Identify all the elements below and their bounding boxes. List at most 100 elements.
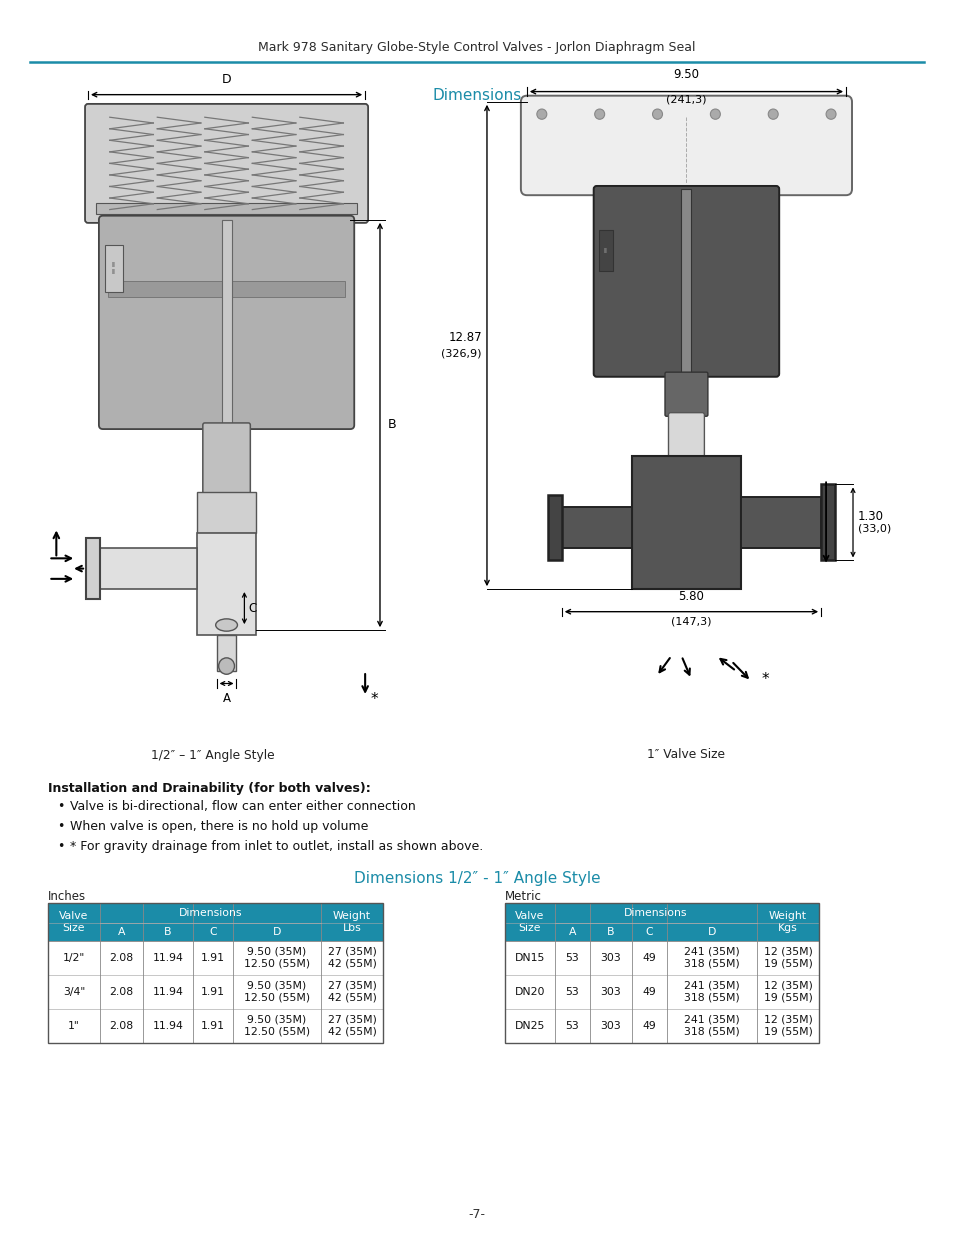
Circle shape	[767, 109, 778, 120]
Text: Dimensions: Dimensions	[623, 908, 687, 918]
Bar	[547, 495, 561, 561]
Text: 9.50 (35M)
12.50 (55M): 9.50 (35M) 12.50 (55M)	[244, 1015, 310, 1037]
Circle shape	[594, 109, 604, 120]
Bar	[196, 532, 256, 635]
Bar	[504, 903, 818, 1044]
Text: (326,9): (326,9)	[441, 348, 481, 358]
Text: 53: 53	[565, 987, 578, 997]
Circle shape	[710, 109, 720, 120]
Bar	[504, 941, 818, 974]
Text: 303: 303	[600, 953, 620, 963]
FancyBboxPatch shape	[668, 412, 703, 458]
Text: B: B	[388, 419, 396, 431]
Text: 49: 49	[642, 953, 656, 963]
Text: DN15: DN15	[515, 953, 544, 963]
Text: D: D	[273, 927, 281, 937]
Text: 2.08: 2.08	[110, 953, 133, 963]
Text: (241,3): (241,3)	[665, 95, 706, 105]
Bar	[48, 1009, 382, 1044]
Text: II: II	[603, 247, 607, 253]
Bar	[48, 903, 382, 923]
Text: *: *	[760, 672, 768, 687]
Text: 3/4": 3/4"	[63, 987, 85, 997]
Text: 2.08: 2.08	[110, 1021, 133, 1031]
Text: 241 (35M)
318 (55M): 241 (35M) 318 (55M)	[683, 981, 740, 1003]
Text: 1/2": 1/2"	[63, 953, 85, 963]
Bar	[504, 923, 818, 941]
Text: 27 (35M)
42 (55M): 27 (35M) 42 (55M)	[327, 981, 376, 1003]
Text: Inches: Inches	[48, 890, 86, 904]
Text: B: B	[164, 927, 172, 937]
Bar	[48, 923, 382, 941]
Bar	[98, 548, 196, 589]
Text: 241 (35M)
318 (55M): 241 (35M) 318 (55M)	[683, 1015, 740, 1037]
Bar	[598, 230, 612, 272]
Text: •: •	[57, 840, 64, 853]
Text: * For gravity drainage from inlet to outlet, install as shown above.: * For gravity drainage from inlet to out…	[70, 840, 483, 853]
Text: (147,3): (147,3)	[671, 616, 711, 627]
Text: A: A	[222, 692, 231, 705]
Text: 49: 49	[642, 987, 656, 997]
Bar	[680, 189, 691, 435]
Text: 1″ Valve Size: 1″ Valve Size	[646, 748, 724, 762]
Text: Weight
Kgs: Weight Kgs	[768, 911, 806, 932]
Text: B: B	[607, 927, 614, 937]
Text: C: C	[645, 927, 653, 937]
Text: 12 (35M)
19 (55M): 12 (35M) 19 (55M)	[762, 981, 812, 1003]
Text: 9.50 (35M)
12.50 (55M): 9.50 (35M) 12.50 (55M)	[244, 947, 310, 969]
Text: 12 (35M)
19 (55M): 12 (35M) 19 (55M)	[762, 947, 812, 969]
Text: 1.91: 1.91	[201, 1021, 225, 1031]
Text: Installation and Drainability (for both valves):: Installation and Drainability (for both …	[48, 782, 371, 795]
Text: 9.50: 9.50	[673, 68, 699, 82]
Text: 1": 1"	[68, 1021, 80, 1031]
Bar	[631, 456, 740, 589]
Text: Dimensions: Dimensions	[178, 908, 242, 918]
Text: 5.80: 5.80	[678, 590, 703, 604]
Text: DN25: DN25	[515, 1021, 544, 1031]
Text: Weight
Lbs: Weight Lbs	[333, 911, 371, 932]
Text: -7-: -7-	[468, 1209, 485, 1221]
Text: 2.08: 2.08	[110, 987, 133, 997]
Bar	[504, 903, 818, 923]
Text: 11.94: 11.94	[152, 1021, 183, 1031]
Text: 12 (35M)
19 (55M): 12 (35M) 19 (55M)	[762, 1015, 812, 1037]
Bar	[48, 903, 382, 1044]
Text: 53: 53	[565, 953, 578, 963]
Bar	[504, 974, 818, 1009]
Bar	[86, 537, 100, 599]
Bar	[821, 484, 834, 561]
Text: 11.94: 11.94	[152, 987, 183, 997]
Circle shape	[537, 109, 546, 120]
Bar	[196, 492, 256, 532]
Bar	[108, 282, 345, 296]
Text: Valve
Size: Valve Size	[515, 911, 544, 932]
Text: (33,0): (33,0)	[857, 524, 890, 534]
Text: 12.87: 12.87	[448, 331, 481, 343]
Text: 11.94: 11.94	[152, 953, 183, 963]
Text: Mark 978 Sanitary Globe-Style Control Valves - Jorlon Diaphragm Seal: Mark 978 Sanitary Globe-Style Control Va…	[258, 42, 695, 54]
Text: Valve
Size: Valve Size	[59, 911, 89, 932]
Circle shape	[825, 109, 835, 120]
Text: 1/2″ – 1″ Angle Style: 1/2″ – 1″ Angle Style	[151, 748, 274, 762]
Bar	[504, 1009, 818, 1044]
Text: DN20: DN20	[515, 987, 545, 997]
Bar	[96, 204, 356, 214]
Text: D: D	[221, 73, 232, 86]
Text: 303: 303	[600, 1021, 620, 1031]
Text: Dimensions 1/2″ - 1″ Angle Style: Dimensions 1/2″ - 1″ Angle Style	[354, 871, 599, 885]
Text: D: D	[707, 927, 716, 937]
Text: •: •	[57, 820, 64, 832]
Text: 49: 49	[642, 1021, 656, 1031]
Circle shape	[218, 658, 234, 674]
Ellipse shape	[215, 619, 237, 631]
Text: *: *	[370, 693, 377, 708]
Bar	[216, 635, 236, 671]
Text: 1.91: 1.91	[201, 987, 225, 997]
Text: II
II: II II	[112, 262, 115, 274]
Text: 1.91: 1.91	[201, 953, 225, 963]
Bar	[48, 903, 382, 1044]
Text: 9.50 (35M)
12.50 (55M): 9.50 (35M) 12.50 (55M)	[244, 981, 310, 1003]
Text: 1.30: 1.30	[857, 510, 883, 522]
FancyBboxPatch shape	[203, 422, 250, 494]
Bar	[561, 508, 631, 548]
